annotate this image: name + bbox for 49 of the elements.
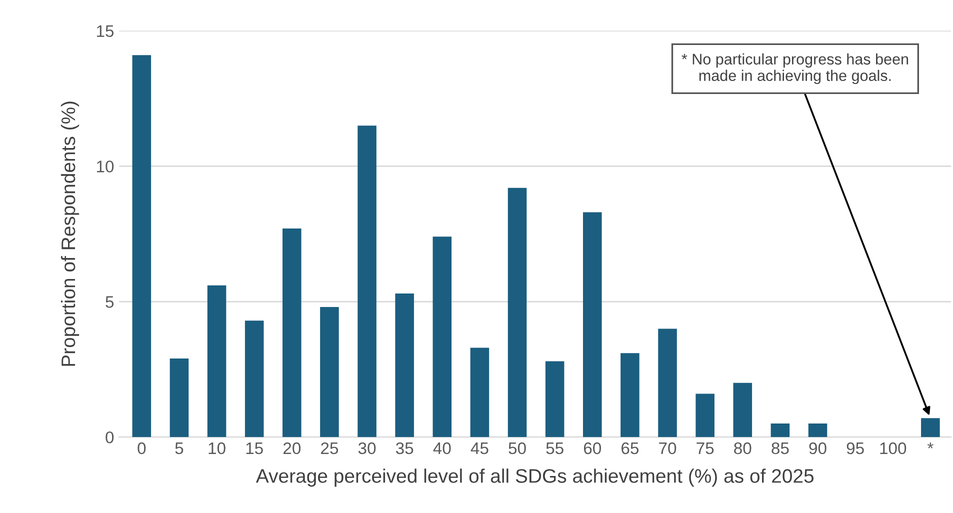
x-tick-label: 70: [659, 442, 676, 454]
x-tick-label: 85: [772, 442, 789, 454]
x-tick-label: 40: [433, 442, 451, 454]
y-axis-title: Proportion of Respondents (%): [60, 102, 80, 366]
x-tick-label: 10: [208, 442, 226, 454]
x-tick-label: 100: [880, 442, 906, 454]
bar: [244, 320, 264, 438]
x-tick-label: 95: [846, 442, 864, 454]
x-tick-label: 5: [175, 442, 184, 454]
x-tick-label: 25: [321, 442, 338, 454]
bar: [132, 55, 152, 438]
y-tick-label: 10: [97, 160, 114, 172]
bar: [282, 228, 302, 438]
bar: [696, 394, 714, 438]
bar: [207, 285, 226, 438]
bar: [545, 361, 564, 438]
x-tick-label: 65: [622, 442, 639, 454]
x-tick-label: 20: [283, 442, 301, 454]
bar: [432, 236, 452, 438]
x-tick-label: 30: [358, 442, 376, 454]
bar: [658, 328, 677, 438]
y-tick-label: 5: [106, 296, 114, 308]
x-axis-title: Average perceived level of all SDGs achievement (%) as of 2025: [256, 468, 814, 487]
bar: [620, 353, 640, 438]
bar: [395, 294, 414, 438]
y-tick-label: 15: [97, 25, 114, 37]
x-tick-label: 45: [470, 442, 488, 454]
bar: [320, 307, 339, 438]
x-tick-label: 90: [809, 442, 826, 454]
y-tick-label: 0: [106, 431, 114, 444]
bar: [733, 382, 752, 438]
x-tick-label: 55: [546, 442, 564, 454]
x-tick-label: 75: [696, 442, 714, 454]
bar: [770, 424, 790, 438]
bar: [583, 212, 602, 438]
x-tick-label: 15: [246, 442, 263, 454]
x-tick-label: 80: [734, 442, 752, 454]
x-tick-label: *: [927, 442, 934, 448]
x-tick-label: 35: [396, 442, 414, 454]
bar: [470, 348, 490, 438]
bar: [508, 188, 527, 438]
bar: [170, 358, 189, 438]
x-tick-label: 50: [508, 442, 526, 454]
bar: [358, 126, 376, 438]
x-tick-label: 0: [138, 442, 146, 454]
x-tick-label: 60: [584, 442, 602, 454]
bar: [921, 418, 940, 438]
bar: [808, 424, 828, 438]
annotation: * No particular progress has been made in achieving the goals.: [682, 53, 908, 84]
